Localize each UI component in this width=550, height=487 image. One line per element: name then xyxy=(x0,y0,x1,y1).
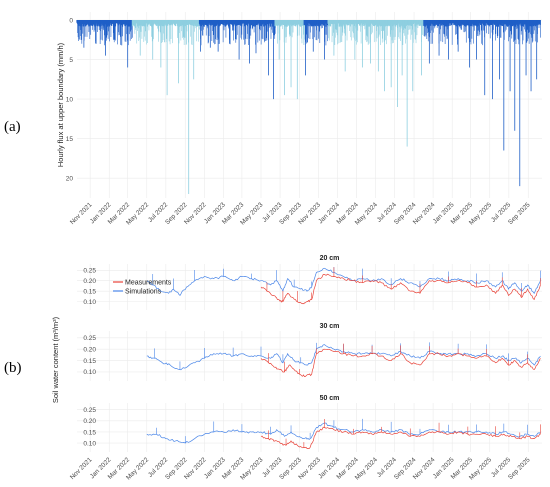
swc-panel-20cm: 0.10 0.15 0.20 0.25 20 cm xyxy=(77,255,542,310)
swc-panel-title: 30 cm xyxy=(320,323,340,330)
swc-panel-30cm: 0.10 0.15 0.20 0.25 30 cm xyxy=(77,323,542,381)
swc-y-tick-label: 0.25 xyxy=(83,407,96,414)
legend: Measurements Simulations xyxy=(113,280,172,296)
panel-label-b: (b) xyxy=(4,360,22,376)
flux-plot-area xyxy=(77,12,542,198)
swc-y-axis-label: Soil water content (m³/m³) xyxy=(51,316,60,403)
swc-y-tick-label: 0.25 xyxy=(83,335,96,342)
swc-series-measurements xyxy=(260,426,541,449)
flux-y-tick-label: 5 xyxy=(69,57,73,64)
swc-y-tick-label: 0.20 xyxy=(83,278,96,285)
flux-y-tick-label: 15 xyxy=(66,136,74,143)
panel-label-a: (a) xyxy=(4,119,21,135)
swc-y-tick-label: 0.10 xyxy=(83,440,96,447)
swc-panel-title: 20 cm xyxy=(320,255,340,262)
swc-y-tick-label: 0.10 xyxy=(83,369,96,376)
swc-y-tick-label: 0.15 xyxy=(83,429,96,436)
legend-label-measurements: Measurements xyxy=(125,280,172,287)
flux-y-tick-label: 10 xyxy=(66,96,74,103)
swc-series-measurements xyxy=(260,273,541,305)
swc-series-measurements xyxy=(260,348,541,377)
swc-y-tick-label: 0.10 xyxy=(83,299,96,306)
swc-panel-title: 50 cm xyxy=(320,395,340,402)
flux-y-tick-label: 20 xyxy=(66,176,74,183)
legend-label-simulations: Simulations xyxy=(125,289,162,296)
swc-y-tick-label: 0.25 xyxy=(83,268,96,275)
flux-y-tick-label: 0 xyxy=(69,17,73,24)
flux-y-ticks: 0 5 10 15 20 xyxy=(66,17,74,182)
flux-y-axis-label: Hourly flux at upper boundary (mm/h) xyxy=(56,42,65,167)
swc-y-tick-label: 0.20 xyxy=(83,418,96,425)
swc-series-simulations xyxy=(146,267,541,296)
swc-y-tick-label: 0.20 xyxy=(83,346,96,353)
swc-y-tick-label: 0.15 xyxy=(83,358,96,365)
swc-series-simulations xyxy=(146,422,541,444)
swc-y-tick-label: 0.15 xyxy=(83,288,96,295)
flux-bars xyxy=(76,20,541,195)
swc-panel-50cm: 0.10 0.15 0.20 0.25 50 cm xyxy=(77,395,542,452)
